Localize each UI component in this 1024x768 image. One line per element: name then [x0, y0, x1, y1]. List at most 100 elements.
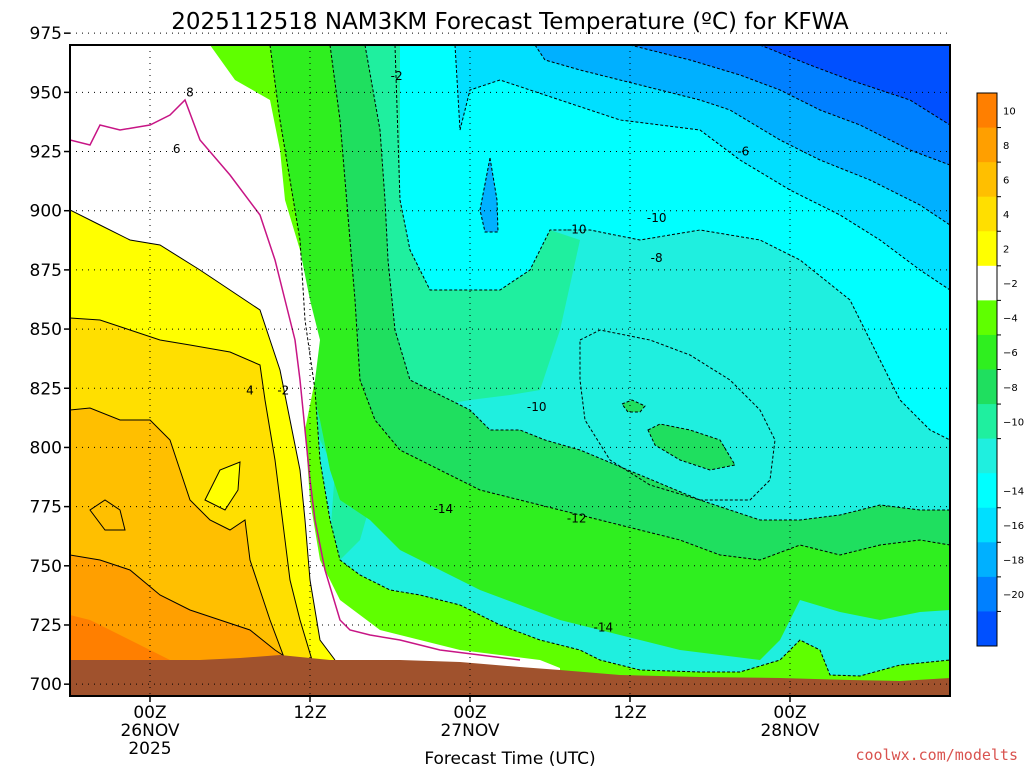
freezing-contour — [70, 98, 521, 661]
x-tick-label: 28NOV — [760, 721, 819, 741]
colorbar-swatch — [977, 507, 997, 543]
colorbar-tick-label: 10 — [1003, 106, 1016, 117]
colorbar-tick-label: −2 — [1003, 279, 1018, 290]
colorbar: 10 8 6 4 2 −2 −4 −6 −8 −10 −14 −16 −18 −20 — [976, 92, 1024, 647]
band-8 — [70, 555, 290, 660]
y-tick-label: 875 — [30, 261, 62, 281]
band-10 — [70, 615, 170, 660]
colorbar-tick-label: −14 — [1003, 486, 1024, 497]
contour-label: -10 — [567, 223, 587, 237]
x-tick-label: 26NOV — [120, 721, 179, 741]
y-tick-label: 900 — [30, 202, 62, 222]
colorbar-swatch — [977, 93, 997, 129]
band-minus4 — [260, 45, 950, 660]
colorbar-swatch — [977, 127, 997, 163]
y-tick-label: 700 — [30, 675, 62, 695]
y-axis: 700 725 750 775 800 825 850 875 900 925 950 975 — [30, 24, 70, 695]
grid — [70, 32, 950, 696]
colorbar-swatch — [977, 473, 997, 509]
contour-label: -10 — [527, 400, 547, 414]
contour-label: 6 — [173, 142, 181, 156]
x-tick-label: 12Z — [613, 703, 646, 723]
y-tick-label: 725 — [30, 616, 62, 636]
colorbar-swatch — [977, 231, 997, 267]
contour-line — [394, 45, 950, 441]
x-tick-label: 00Z — [133, 703, 166, 723]
x-tick-label: 00Z — [453, 703, 486, 723]
contour-label: -6 — [737, 145, 749, 159]
x-tick-label: 12Z — [293, 703, 326, 723]
contour-labels: 4 -2 6 8 -14 -14 -12 -10 -8 -10 -10 -6 -2 — [173, 69, 749, 635]
y-tick-label: 925 — [30, 143, 62, 163]
contour-line — [89, 499, 126, 531]
contour-line — [621, 399, 646, 413]
band-minus8-pocket-b — [622, 400, 645, 412]
colorbar-tick-label: 8 — [1003, 141, 1009, 152]
colorbar-tick-label: 2 — [1003, 245, 1009, 256]
credit-text: coolwx.com/modelts — [855, 746, 1018, 764]
contour-line — [579, 329, 776, 501]
terrain — [70, 655, 950, 696]
colorbar-swatch — [977, 334, 997, 370]
colorbar-tick-label: −8 — [1003, 383, 1018, 394]
contour-label: -2 — [391, 69, 403, 83]
y-tick-label: 800 — [30, 438, 62, 458]
contour-line — [70, 317, 313, 661]
contour-label: 8 — [186, 85, 194, 99]
colorbar-swatch — [977, 196, 997, 232]
colorbar-tick-label: −4 — [1003, 314, 1018, 325]
contour-label: -2 — [277, 384, 289, 398]
contour-line — [70, 407, 286, 661]
contour-label: -14 — [434, 502, 454, 516]
colorbar-swatch — [977, 611, 997, 647]
colorbar-swatch — [977, 576, 997, 612]
contour-line — [479, 157, 499, 233]
colorbar-tick-label: −20 — [1003, 590, 1024, 601]
colorbar-tick-label: −16 — [1003, 521, 1024, 532]
x-axis-label: Forecast Time (UTC) — [424, 749, 595, 768]
band-4-pocket — [205, 462, 240, 510]
y-tick-label: 825 — [30, 379, 62, 399]
colorbar-swatch — [977, 438, 997, 474]
colorbar-swatch — [977, 369, 997, 405]
colorbar-tick-label: 6 — [1003, 175, 1009, 186]
plot-area — [70, 45, 950, 696]
x-tick-label: 27NOV — [440, 721, 499, 741]
colorbar-swatch — [977, 404, 997, 440]
colorbar-swatch — [977, 265, 997, 301]
colorbar-swatch — [977, 162, 997, 198]
contour-line — [629, 45, 950, 166]
colorbar-tick-label: 4 — [1003, 210, 1009, 221]
warm-contours — [70, 209, 336, 661]
contour-line — [70, 554, 291, 661]
contour-line — [454, 45, 950, 291]
band-minus6-left — [295, 45, 950, 580]
contour-line — [534, 45, 950, 226]
contour-line — [70, 98, 521, 661]
y-tick-label: 950 — [30, 83, 62, 103]
x-tick-label: 2025 — [128, 739, 171, 759]
contour-line — [759, 45, 950, 126]
contour-line — [269, 45, 950, 677]
y-tick-label: 775 — [30, 498, 62, 518]
chart-title: 2025112518 NAM3KM Forecast Temperature (… — [171, 9, 849, 35]
colorbar-swatch — [977, 300, 997, 336]
x-tick-label: 00Z — [773, 703, 806, 723]
colorbar-swatch — [977, 542, 997, 578]
plot-frame — [69, 44, 951, 697]
y-tick-label: 750 — [30, 557, 62, 577]
y-tick-label: 975 — [30, 24, 62, 44]
contour-label: -10 — [647, 211, 667, 225]
y-tick-label: 850 — [30, 320, 62, 340]
band-minus22 — [760, 45, 950, 125]
contour-label: 4 — [246, 384, 254, 398]
colorbar-tick-label: −10 — [1003, 417, 1024, 428]
colorbar-tick-label: −6 — [1003, 348, 1018, 359]
contour-label: -8 — [651, 251, 663, 265]
contour-line — [204, 461, 241, 511]
band-minus8-pocket-a — [648, 424, 735, 470]
contour-line — [364, 45, 950, 521]
contour-line — [647, 423, 736, 471]
